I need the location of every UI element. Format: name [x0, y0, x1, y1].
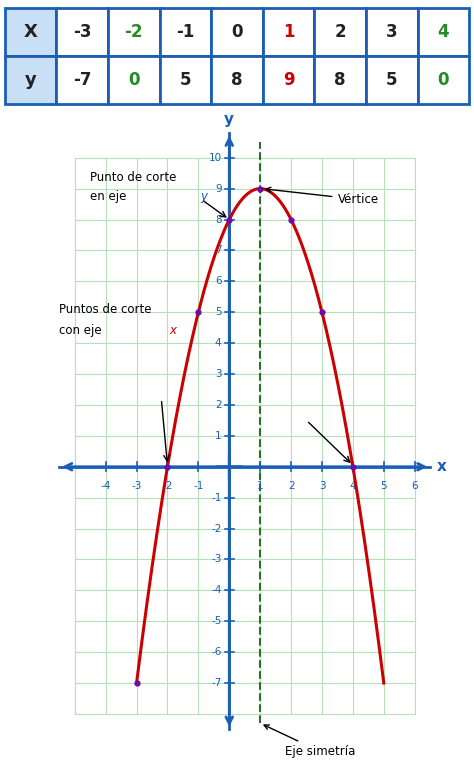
FancyBboxPatch shape	[366, 8, 418, 56]
Text: 6: 6	[411, 481, 418, 491]
FancyBboxPatch shape	[263, 56, 314, 104]
FancyBboxPatch shape	[108, 8, 160, 56]
Text: 7: 7	[215, 246, 221, 256]
Text: Eje simetría: Eje simetría	[264, 725, 356, 758]
Text: 1: 1	[215, 431, 221, 441]
Text: -2: -2	[125, 23, 143, 41]
Text: y: y	[201, 190, 208, 203]
FancyBboxPatch shape	[108, 56, 160, 104]
Text: x: x	[437, 459, 446, 475]
Text: 9: 9	[283, 71, 294, 88]
Text: -3: -3	[73, 23, 91, 41]
FancyBboxPatch shape	[56, 8, 108, 56]
Text: y: y	[25, 71, 36, 88]
Text: Punto de corte: Punto de corte	[90, 171, 177, 184]
Text: y: y	[224, 112, 234, 127]
Text: 8: 8	[335, 71, 346, 88]
FancyBboxPatch shape	[160, 56, 211, 104]
Text: 6: 6	[215, 276, 221, 286]
FancyBboxPatch shape	[263, 8, 314, 56]
Text: 2: 2	[335, 23, 346, 41]
Text: -3: -3	[131, 481, 142, 491]
Text: 3: 3	[319, 481, 325, 491]
Text: 5: 5	[381, 481, 387, 491]
Text: Vértice: Vértice	[266, 187, 379, 206]
Text: 2: 2	[215, 400, 221, 410]
FancyBboxPatch shape	[366, 56, 418, 104]
Text: -3: -3	[211, 554, 221, 564]
Text: 9: 9	[215, 184, 221, 194]
Text: 8: 8	[215, 214, 221, 224]
Text: 5: 5	[386, 71, 398, 88]
Text: 3: 3	[215, 369, 221, 379]
FancyBboxPatch shape	[211, 8, 263, 56]
Text: x: x	[170, 324, 177, 337]
Text: en eje: en eje	[90, 190, 130, 203]
Text: 5: 5	[180, 71, 191, 88]
Text: 2: 2	[288, 481, 294, 491]
Text: Puntos de corte: Puntos de corte	[59, 303, 152, 316]
Text: 1: 1	[283, 23, 294, 41]
Text: -1: -1	[211, 492, 221, 502]
FancyBboxPatch shape	[211, 56, 263, 104]
Text: -5: -5	[211, 616, 221, 626]
Text: -7: -7	[211, 678, 221, 688]
FancyBboxPatch shape	[314, 56, 366, 104]
Text: 0: 0	[128, 71, 139, 88]
Text: -4: -4	[100, 481, 111, 491]
Text: 4: 4	[438, 23, 449, 41]
FancyBboxPatch shape	[5, 8, 56, 56]
Text: X: X	[24, 23, 37, 41]
Text: 8: 8	[231, 71, 243, 88]
Text: 0: 0	[438, 71, 449, 88]
FancyBboxPatch shape	[418, 8, 469, 56]
Text: -4: -4	[211, 585, 221, 595]
FancyBboxPatch shape	[418, 56, 469, 104]
Text: 4: 4	[349, 481, 356, 491]
Text: -2: -2	[211, 524, 221, 534]
Text: 5: 5	[215, 307, 221, 317]
Text: -2: -2	[162, 481, 173, 491]
Text: -6: -6	[211, 647, 221, 657]
Text: 3: 3	[386, 23, 398, 41]
FancyBboxPatch shape	[5, 56, 56, 104]
Text: 0: 0	[231, 23, 243, 41]
Text: -7: -7	[73, 71, 91, 88]
FancyBboxPatch shape	[160, 8, 211, 56]
Text: 10: 10	[209, 153, 221, 163]
Text: 1: 1	[257, 481, 264, 491]
Text: -1: -1	[193, 481, 203, 491]
Text: con eje: con eje	[59, 324, 106, 337]
FancyBboxPatch shape	[314, 8, 366, 56]
FancyBboxPatch shape	[56, 56, 108, 104]
Text: -1: -1	[176, 23, 194, 41]
Text: 4: 4	[215, 338, 221, 348]
